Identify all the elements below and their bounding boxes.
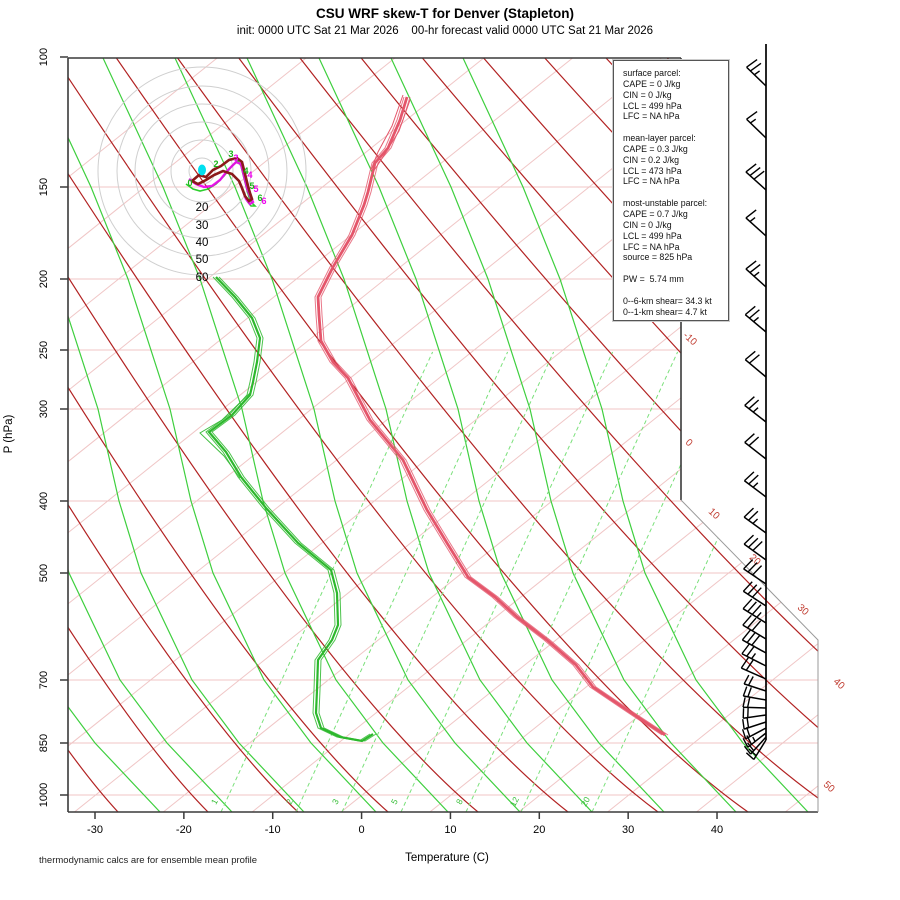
y-tick-label: 700 — [38, 671, 50, 689]
y-tick-label: 400 — [38, 492, 50, 510]
info-box-line — [623, 122, 728, 133]
info-box-line: CIN = 0.2 J/kg — [623, 154, 679, 165]
mixing-ratio-label: 3 — [330, 797, 341, 806]
hodograph-height-digit: 3 — [228, 149, 233, 159]
info-box-line: LFC = NA hPa — [623, 176, 680, 187]
info-box-line: 0--1-km shear= 4.7 kt — [623, 306, 707, 317]
mixing-ratio-label: 5 — [389, 797, 400, 806]
x-axis-title: Temperature (C) — [405, 852, 489, 864]
x-tick-label: 20 — [533, 824, 545, 836]
y-tick-label: 250 — [38, 341, 50, 359]
isotherm-label: 0 — [683, 437, 695, 449]
hodograph-ring — [152, 121, 252, 221]
x-tick-label: 0 — [359, 824, 365, 836]
hodograph-height-digit: 0 — [187, 178, 192, 188]
y-tick-label: 850 — [38, 734, 50, 752]
x-tick-label: -30 — [87, 824, 103, 836]
dewpoint-profile — [211, 276, 377, 742]
info-box-line: LCL = 473 hPa — [623, 165, 682, 176]
temperature-profile — [320, 96, 669, 736]
info-box-line: source = 825 hPa — [623, 252, 693, 263]
info-box-line: CAPE = 0 J/kg — [623, 78, 681, 89]
info-box-line: surface parcel: — [623, 68, 681, 78]
footer-note: thermodynamic calcs are for ensemble mea… — [39, 855, 258, 866]
info-box-line: 0--6-km shear= 34.3 kt — [623, 295, 712, 306]
x-tick-label: 10 — [444, 824, 456, 836]
hodograph-ring — [134, 103, 270, 239]
isotherm-label: 50 — [821, 779, 837, 795]
info-box-line: CAPE = 0.3 J/kg — [623, 143, 688, 154]
info-box-line: most-unstable parcel: — [623, 198, 708, 209]
hodograph-height-digit: 5 — [253, 184, 258, 194]
y-tick-label: 150 — [38, 178, 50, 196]
hodograph-height-digit: 5 — [249, 181, 254, 191]
profiles — [199, 94, 669, 743]
info-box-line: LCL = 499 hPa — [623, 230, 682, 241]
dewpoint-profile — [205, 276, 371, 742]
storm-motion-dot — [198, 164, 206, 176]
hodograph-ring — [188, 157, 216, 185]
info-box-line — [623, 187, 728, 198]
temperature-profile — [316, 96, 666, 737]
y-tick-label: 300 — [38, 400, 50, 418]
wind-barbs — [740, 44, 767, 761]
info-box-line — [623, 285, 728, 296]
info-box-line: CIN = 0 J/kg — [623, 89, 672, 100]
hodograph-ring — [116, 85, 288, 257]
y-tick-label: 200 — [38, 270, 50, 288]
info-box-line: LFC = NA hPa — [623, 111, 680, 122]
hodograph-ring — [97, 66, 307, 276]
hodograph-ring — [170, 139, 234, 203]
x-tick-label: -20 — [176, 824, 192, 836]
info-box-line: LCL = 499 hPa — [623, 100, 682, 111]
mixing-ratio-label: 20 — [579, 795, 592, 808]
y-tick-label: 1000 — [38, 783, 50, 807]
info-box-line: CAPE = 0.7 J/kg — [623, 208, 688, 219]
x-tick-label: 30 — [622, 824, 634, 836]
page-title: CSU WRF skew-T for Denver (Stapleton) — [315, 6, 575, 21]
temperature-profile — [314, 96, 663, 736]
hodograph-ring-label: 60 — [196, 272, 209, 284]
info-box-line: PW = 5.74 mm — [623, 274, 684, 285]
hodograph-ring-label: 40 — [196, 237, 209, 249]
hodograph-ring-label: 30 — [196, 220, 209, 232]
hodograph-height-digit: 2 — [213, 159, 218, 169]
isotherm-label: 30 — [795, 602, 811, 618]
info-box-line — [623, 263, 728, 274]
hodograph-height-digit: 6 — [257, 193, 262, 203]
hodograph-height-digit: 6 — [261, 196, 266, 206]
mixing-ratio-label: 12 — [508, 795, 521, 808]
hodograph-height-digit: 3 — [233, 153, 238, 163]
isotherm-label: 40 — [831, 676, 847, 692]
x-tick-label: -10 — [265, 824, 281, 836]
y-tick-label: 100 — [38, 48, 50, 66]
dewpoint-profile — [207, 276, 374, 743]
y-tick-label: 500 — [38, 564, 50, 582]
page-subtitle: init: 0000 UTC Sat 21 Mar 2026 00-hr for… — [236, 25, 654, 37]
parcel-info-box: surface parcel: CAPE = 0 J/kg CIN = 0 J/kg… — [613, 60, 729, 321]
y-axis-title: P (hPa) — [3, 414, 15, 453]
hodograph-height-digit: 4 — [247, 170, 252, 180]
mixing-ratio-label: 2 — [284, 797, 295, 806]
mixing-ratio-label: 8 — [454, 797, 465, 806]
hodograph-trace-mean — [191, 156, 254, 203]
isotherm-label: -10 — [681, 330, 699, 348]
info-box-line: CIN = 0 J/kg — [623, 219, 672, 230]
isotherm-label: 10 — [706, 506, 722, 522]
hodograph-height-digit: 4 — [243, 166, 248, 176]
hodograph-ring-label: 20 — [196, 202, 209, 214]
info-box-line: LFC = NA hPa — [623, 241, 680, 252]
x-tick-label: 40 — [711, 824, 723, 836]
mixing-ratio-label: 1 — [209, 797, 220, 806]
info-box-line: mean-layer parcel: — [623, 133, 696, 144]
hodograph-ring-label: 50 — [196, 254, 209, 266]
